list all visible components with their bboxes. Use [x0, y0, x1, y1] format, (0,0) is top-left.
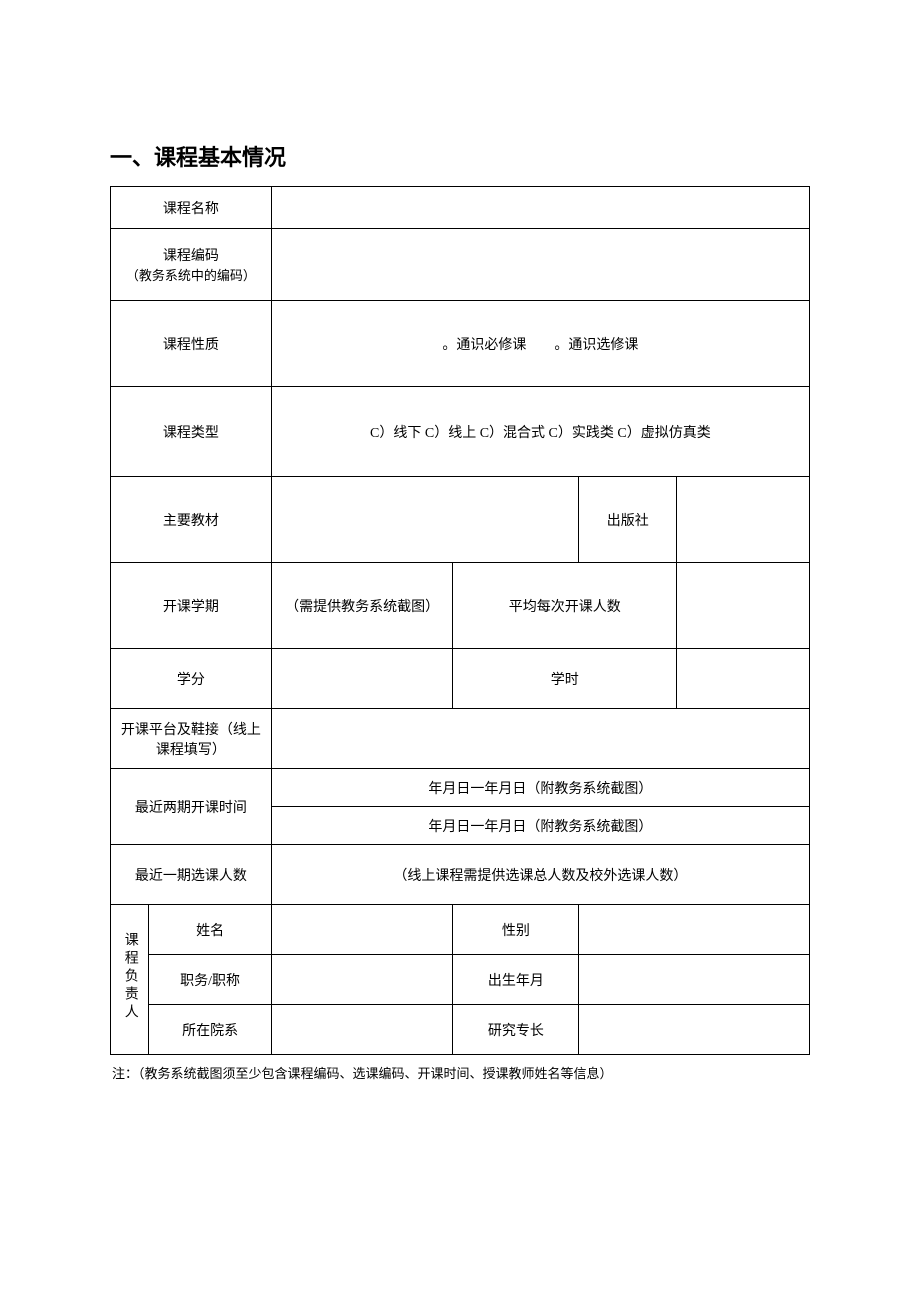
label-platform: 开课平台及鞋接（线上 课程填写）	[111, 709, 272, 769]
value-platform	[271, 709, 809, 769]
section-heading: 一、课程基本情况	[110, 140, 810, 172]
label-avg-enroll: 平均每次开课人数	[453, 563, 677, 649]
value-leader-name	[271, 905, 453, 955]
value-course-name	[271, 187, 809, 229]
value-leader-dept	[271, 1005, 453, 1055]
label-leader-title: 职务/职称	[149, 955, 271, 1005]
label-leader-gender: 性别	[453, 905, 579, 955]
label-leader-birth: 出生年月	[453, 955, 579, 1005]
label-publisher: 出版社	[579, 477, 677, 563]
label-course-name: 课程名称	[111, 187, 272, 229]
value-publisher	[677, 477, 810, 563]
label-leader: 课程负责人	[111, 905, 149, 1055]
option-elective: 。通识选修课	[554, 338, 638, 353]
label-leader-dept: 所在院系	[149, 1005, 271, 1055]
course-info-table: 课程名称 课程编码 （教务系统中的编码） 课程性质 。通识必修课 。通识选修课 …	[110, 186, 810, 1055]
value-recent-enroll: （线上课程需提供选课总人数及校外选课人数）	[271, 845, 809, 905]
option-required: 。通识必修课	[442, 338, 526, 353]
value-credit	[271, 649, 453, 709]
label-platform-l1: 开课平台及鞋接（线上	[117, 719, 265, 739]
footnote: 注：（教务系统截图须至少包含课程编码、选课编码、开课时间、授课教师姓名等信息）	[110, 1063, 810, 1082]
label-course-code-l2: （教务系统中的编码）	[117, 265, 265, 284]
label-course-code-l1: 课程编码	[117, 245, 265, 265]
value-textbook	[271, 477, 579, 563]
value-period-1: 年月日一年月日（附教务系统截图）	[271, 769, 809, 807]
label-leader-text: 课程负责人	[120, 932, 140, 1022]
value-hours	[677, 649, 810, 709]
label-platform-l2: 课程填写）	[117, 739, 265, 759]
label-hours: 学时	[453, 649, 677, 709]
value-term-note: （需提供教务系统截图）	[271, 563, 453, 649]
label-course-type: 课程类型	[111, 387, 272, 477]
label-course-nature: 课程性质	[111, 301, 272, 387]
value-leader-birth	[579, 955, 810, 1005]
value-leader-gender	[579, 905, 810, 955]
label-course-code: 课程编码 （教务系统中的编码）	[111, 229, 272, 301]
value-leader-title	[271, 955, 453, 1005]
label-textbook: 主要教材	[111, 477, 272, 563]
value-leader-specialty	[579, 1005, 810, 1055]
label-term: 开课学期	[111, 563, 272, 649]
label-recent-periods: 最近两期开课时间	[111, 769, 272, 845]
value-course-code	[271, 229, 809, 301]
value-avg-enroll	[677, 563, 810, 649]
value-course-nature: 。通识必修课 。通识选修课	[271, 301, 809, 387]
value-course-type: C）线下 C）线上 C）混合式 C）实践类 C）虚拟仿真类	[271, 387, 809, 477]
label-recent-enroll: 最近一期选课人数	[111, 845, 272, 905]
value-period-2: 年月日一年月日（附教务系统截图）	[271, 807, 809, 845]
label-leader-specialty: 研究专长	[453, 1005, 579, 1055]
label-credit: 学分	[111, 649, 272, 709]
label-leader-name: 姓名	[149, 905, 271, 955]
